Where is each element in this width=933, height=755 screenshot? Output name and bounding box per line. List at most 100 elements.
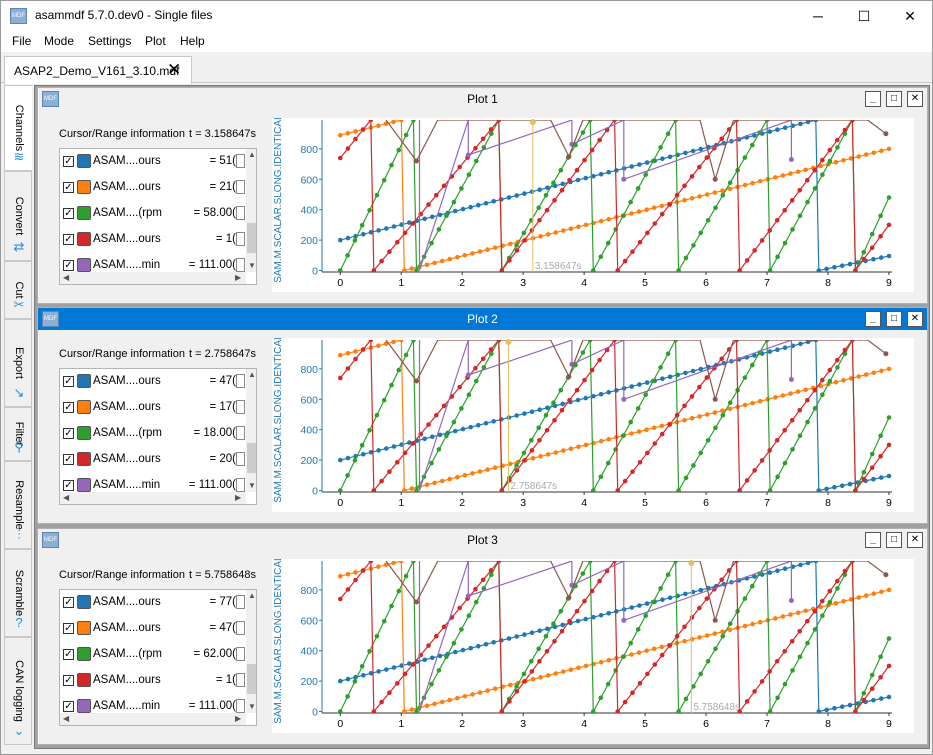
channel-row[interactable]: ✓ ASAM.....min = 111.00( xyxy=(60,473,246,499)
channel-format-box[interactable] xyxy=(236,206,245,220)
channel-format-box[interactable] xyxy=(236,452,245,466)
channel-row[interactable]: ✓ ASAM....(rpm = 58.00( xyxy=(60,201,246,227)
channel-color-swatch[interactable] xyxy=(77,232,91,246)
close-button[interactable]: ✕ xyxy=(904,8,916,24)
channel-checkbox[interactable]: ✓ xyxy=(63,234,74,245)
channel-format-box[interactable] xyxy=(236,699,245,713)
channel-checkbox[interactable]: ✓ xyxy=(63,649,74,660)
plot-svg[interactable]: SAM.M.SCALAR.SLONG.IDENTICAL [0 200 400 600… xyxy=(272,329,914,512)
channel-color-swatch[interactable] xyxy=(77,258,91,272)
close-tab-icon[interactable]: ✕ xyxy=(167,60,182,79)
title-bar[interactable]: MDF asammdf 5.7.0.dev0 - Single files ─ … xyxy=(1,1,932,31)
channel-checkbox[interactable]: ✓ xyxy=(63,675,74,686)
cursor-handle[interactable] xyxy=(529,119,536,125)
menu-mode[interactable]: Mode xyxy=(44,34,75,48)
side-tab-export[interactable]: Export ↘ xyxy=(4,319,32,407)
scroll-up-icon[interactable]: ▲ xyxy=(248,591,256,600)
side-tab-can-logging[interactable]: CAN logging ⌄ xyxy=(4,637,32,745)
channel-checkbox[interactable]: ✓ xyxy=(63,701,74,712)
channel-checkbox[interactable]: ✓ xyxy=(63,402,74,413)
menu-file[interactable]: File xyxy=(12,34,32,48)
plot-close-button[interactable]: ✕ xyxy=(907,91,923,107)
menu-plot[interactable]: Plot xyxy=(145,34,166,48)
channel-row[interactable]: ✓ ASAM....ours = 1( xyxy=(60,227,246,253)
plot-window-2[interactable]: MDF Plot 2 _ □ ✕ Cursor/Range information t = … xyxy=(37,307,928,524)
channel-row[interactable]: ✓ ASAM....ours = 1( xyxy=(60,668,246,694)
channel-checkbox[interactable]: ✓ xyxy=(63,156,74,167)
horizontal-scrollbar[interactable]: ◀ ▶ xyxy=(60,492,246,504)
plot-maximize-button[interactable]: □ xyxy=(886,532,902,548)
channel-list[interactable]: ✓ ASAM....ours = 51(✓ ASAM....ours = 21(✓ ASA… xyxy=(59,148,257,285)
channel-checkbox[interactable]: ✓ xyxy=(63,260,74,271)
plot-window-3[interactable]: MDF Plot 3 _ □ ✕ Cursor/Range information t = … xyxy=(37,528,928,745)
side-tab-resample[interactable]: Resample ⫶ xyxy=(4,461,32,549)
vertical-scrollbar[interactable]: ▲ ▼ xyxy=(246,369,256,492)
minimize-button[interactable]: ─ xyxy=(813,8,823,24)
channel-color-swatch[interactable] xyxy=(77,647,91,661)
cursor-handle[interactable] xyxy=(505,339,512,345)
plot-svg[interactable]: SAM.M.SCALAR.SLONG.IDENTICAL [0 200 400 600… xyxy=(272,550,914,733)
side-tab-filter[interactable]: Filter ⚲ xyxy=(4,407,32,461)
scroll-right-icon[interactable]: ▶ xyxy=(235,493,242,502)
channel-color-swatch[interactable] xyxy=(77,478,91,492)
channel-color-swatch[interactable] xyxy=(77,154,91,168)
channel-color-swatch[interactable] xyxy=(77,452,91,466)
plot-close-button[interactable]: ✕ xyxy=(907,532,923,548)
channel-row[interactable]: ✓ ASAM.....min = 111.00( xyxy=(60,694,246,720)
plot-graph[interactable]: SAM.M.SCALAR.SLONG.IDENTICAL [0 200 400 600… xyxy=(272,550,914,733)
channel-color-swatch[interactable] xyxy=(77,206,91,220)
channel-checkbox[interactable]: ✓ xyxy=(63,454,74,465)
horizontal-scrollbar[interactable]: ◀ ▶ xyxy=(60,272,246,284)
plot-title-bar[interactable]: MDF Plot 2 _ □ ✕ xyxy=(38,308,927,330)
plot-minimize-button[interactable]: _ xyxy=(865,532,881,548)
channel-format-box[interactable] xyxy=(236,232,245,246)
side-tab-convert[interactable]: Convert ⇄ xyxy=(4,171,32,261)
channel-list[interactable]: ✓ ASAM....ours = 47(✓ ASAM....ours = 17(✓ ASA… xyxy=(59,368,257,505)
vertical-scrollbar[interactable]: ▲ ▼ xyxy=(246,149,256,272)
channel-list[interactable]: ✓ ASAM....ours = 77(✓ ASAM....ours = 47(✓ ASA… xyxy=(59,589,257,726)
channel-checkbox[interactable]: ✓ xyxy=(63,623,74,634)
channel-color-swatch[interactable] xyxy=(77,621,91,635)
channel-row[interactable]: ✓ ASAM....ours = 21( xyxy=(60,175,246,201)
channel-format-box[interactable] xyxy=(236,426,245,440)
scroll-left-icon[interactable]: ◀ xyxy=(63,493,70,502)
scrollbar-thumb[interactable] xyxy=(247,223,256,253)
file-tab[interactable]: ASAP2_Demo_V161_3.10.mdf ✕ xyxy=(4,56,192,84)
channel-row[interactable]: ✓ ASAM....ours = 17( xyxy=(60,395,246,421)
channel-color-swatch[interactable] xyxy=(77,180,91,194)
plot-maximize-button[interactable]: □ xyxy=(886,311,902,327)
side-tab-channels[interactable]: Channels ≋ xyxy=(4,85,32,171)
channel-color-swatch[interactable] xyxy=(77,595,91,609)
plot-close-button[interactable]: ✕ xyxy=(907,311,923,327)
menu-help[interactable]: Help xyxy=(180,34,205,48)
channel-format-box[interactable] xyxy=(236,180,245,194)
channel-format-box[interactable] xyxy=(236,400,245,414)
menu-settings[interactable]: Settings xyxy=(88,34,132,48)
channel-format-box[interactable] xyxy=(236,621,245,635)
plot-title-bar[interactable]: MDF Plot 3 _ □ ✕ xyxy=(38,529,927,551)
channel-format-box[interactable] xyxy=(236,478,245,492)
plot-minimize-button[interactable]: _ xyxy=(865,91,881,107)
channel-format-box[interactable] xyxy=(236,258,245,272)
channel-color-swatch[interactable] xyxy=(77,699,91,713)
channel-checkbox[interactable]: ✓ xyxy=(63,428,74,439)
channel-row[interactable]: ✓ ASAM....ours = 51( xyxy=(60,149,246,175)
channel-checkbox[interactable]: ✓ xyxy=(63,480,74,491)
channel-format-box[interactable] xyxy=(236,673,245,687)
cursor-handle[interactable] xyxy=(688,560,695,566)
scrollbar-thumb[interactable] xyxy=(247,664,256,694)
channel-format-box[interactable] xyxy=(236,154,245,168)
vertical-scrollbar[interactable]: ▲ ▼ xyxy=(246,590,256,713)
scroll-up-icon[interactable]: ▲ xyxy=(248,370,256,379)
scroll-left-icon[interactable]: ◀ xyxy=(63,714,70,723)
channel-row[interactable]: ✓ ASAM....(rpm = 62.00( xyxy=(60,642,246,668)
plot-minimize-button[interactable]: _ xyxy=(865,311,881,327)
side-tab-scramble[interactable]: Scramble? xyxy=(4,549,32,637)
channel-checkbox[interactable]: ✓ xyxy=(63,376,74,387)
channel-color-swatch[interactable] xyxy=(77,673,91,687)
channel-color-swatch[interactable] xyxy=(77,426,91,440)
scroll-down-icon[interactable]: ▼ xyxy=(248,702,256,711)
channel-format-box[interactable] xyxy=(236,595,245,609)
side-tab-cut[interactable]: Cut ✂ xyxy=(4,261,32,319)
channel-checkbox[interactable]: ✓ xyxy=(63,597,74,608)
